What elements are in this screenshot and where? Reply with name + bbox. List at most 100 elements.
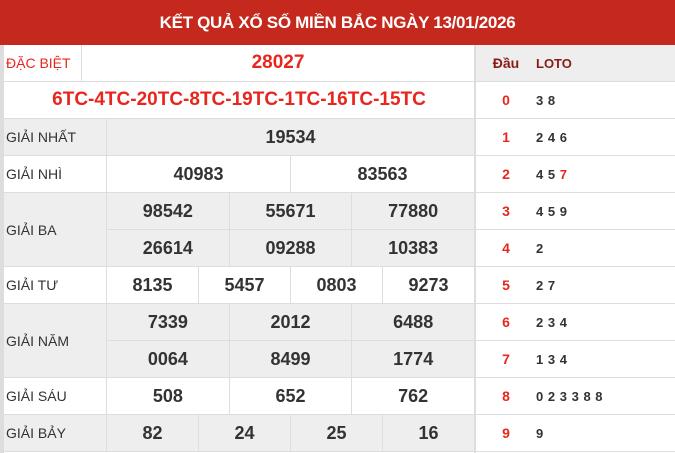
loto-row: 1 2 4 6 — [476, 119, 675, 156]
loto-tail: 2 — [536, 129, 544, 145]
loto-tail: 4 — [547, 129, 556, 145]
special-codes-row: 6TC-4TC-20TC-8TC-19TC-1TC-16TC-15TC — [4, 82, 474, 119]
loto-tails: 2 7 — [536, 278, 555, 293]
page-title: KẾT QUẢ XỔ SỐ MIỀN BẮC NGÀY 13/01/2026 — [0, 0, 675, 45]
loto-tails: 2 3 4 — [536, 315, 567, 330]
loto-row: 3 4 5 9 — [476, 193, 675, 230]
loto-tail: 2 — [536, 277, 544, 293]
prize-number: 09288 — [230, 230, 353, 266]
prize-number: 652 — [230, 378, 353, 414]
prize-row: GIẢI NĂM 7339 2012 6488 0064 8499 1774 — [4, 304, 474, 378]
special-prize-label: ĐẶC BIỆT — [4, 45, 82, 81]
loto-tail: 3 — [571, 388, 579, 404]
prize-number: 24 — [199, 415, 291, 451]
special-prize-value: 28027 — [251, 52, 305, 73]
prize-number: 9273 — [408, 274, 449, 295]
loto-tail: 8 — [583, 388, 591, 404]
loto-tails: 9 — [536, 426, 543, 441]
dau-digit: 7 — [502, 351, 510, 367]
dau-digit: 1 — [502, 129, 510, 145]
prize-number: 8135 — [107, 267, 199, 303]
loto-tail: 4 — [536, 166, 544, 182]
loto-tail: 7 — [547, 277, 556, 293]
prize-number: 82 — [107, 415, 199, 451]
prize-row: GIẢI SÁU 508 652 762 — [4, 378, 474, 415]
loto-tail: 8 — [547, 92, 556, 108]
prize-label: GIẢI SÁU — [4, 378, 107, 414]
loto-tails: 1 3 4 — [536, 352, 567, 367]
loto-tail: 9 — [559, 203, 567, 219]
loto-tail: 8 — [595, 388, 603, 404]
loto-tail: 1 — [536, 351, 544, 367]
prize-label: GIẢI NHẤT — [4, 119, 107, 155]
loto-tail: 3 — [547, 314, 556, 330]
loto-row: 0 3 8 — [476, 82, 675, 119]
prize-number: 2012 — [230, 304, 353, 340]
prize-label: GIẢI NHÌ — [4, 156, 107, 192]
prize-number: 25 — [291, 415, 383, 451]
dau-digit: 6 — [502, 314, 510, 330]
prize-number: 40983 — [107, 156, 291, 192]
special-codes: 6TC-4TC-20TC-8TC-19TC-1TC-16TC-15TC — [52, 89, 426, 110]
loto-tails: 2 4 6 — [536, 130, 567, 145]
loto-row: 5 2 7 — [476, 267, 675, 304]
loto-tails: 4 5 7 — [536, 167, 567, 182]
dau-digit: 9 — [502, 425, 510, 441]
prize-row: GIẢI NHẤT 19534 — [4, 119, 474, 156]
loto-tails: 3 8 — [536, 93, 555, 108]
loto-tails: 2 — [536, 241, 543, 256]
dau-digit: 8 — [502, 388, 510, 404]
loto-tail: 3 — [547, 351, 556, 367]
loto-tail: 3 — [559, 388, 567, 404]
loto-tail: 2 — [536, 240, 544, 256]
dau-header: Đầu — [492, 55, 520, 71]
prize-number: 26614 — [107, 230, 230, 266]
prize-number: 1774 — [393, 348, 434, 369]
loto-header: Đầu LOTO — [476, 45, 675, 82]
loto-tails: 4 5 9 — [536, 204, 567, 219]
dau-digit: 3 — [502, 203, 510, 219]
loto-tail: 4 — [559, 351, 567, 367]
prize-number: 5457 — [199, 267, 291, 303]
loto-tail: 5 — [547, 166, 556, 182]
dau-digit: 5 — [502, 277, 510, 293]
loto-row: 6 2 3 4 — [476, 304, 675, 341]
prize-label: GIẢI BẢY — [4, 415, 107, 451]
loto-tail: 9 — [536, 425, 544, 441]
prize-number: 0064 — [107, 341, 230, 377]
prize-number: 6488 — [393, 311, 434, 332]
prize-number: 0803 — [291, 267, 383, 303]
prize-number: 83563 — [357, 163, 408, 184]
prize-number: 16 — [418, 422, 439, 443]
special-prize-row: ĐẶC BIỆT 28027 — [4, 45, 474, 82]
prize-row: GIẢI BẢY 82 24 25 16 — [4, 415, 474, 452]
prize-number: 8499 — [230, 341, 353, 377]
prize-row: GIẢI TƯ 8135 5457 0803 9273 — [4, 267, 474, 304]
loto-tail: 7 — [559, 166, 567, 182]
prize-label: GIẢI NĂM — [4, 304, 107, 377]
prize-row: GIẢI NHÌ 40983 83563 — [4, 156, 474, 193]
prize-row: GIẢI BA 98542 55671 77880 26614 09288 10383 — [4, 193, 474, 267]
loto-row: 7 1 3 4 — [476, 341, 675, 378]
loto-row: 2 4 5 7 — [476, 156, 675, 193]
prize-number: 762 — [398, 385, 429, 406]
loto-tail: 2 — [536, 314, 544, 330]
dau-digit: 4 — [502, 240, 510, 256]
loto-header-label: LOTO — [536, 55, 572, 71]
loto-tail: 5 — [547, 203, 556, 219]
prize-label: GIẢI TƯ — [4, 267, 107, 303]
loto-tail: 2 — [547, 388, 556, 404]
results-table: ĐẶC BIỆT 28027 6TC-4TC-20TC-8TC-19TC-1TC… — [4, 45, 474, 453]
loto-row: 8 0 2 3 3 8 8 — [476, 378, 675, 415]
loto-tail: 3 — [536, 92, 544, 108]
prize-number: 7339 — [107, 304, 230, 340]
loto-tail: 0 — [536, 388, 544, 404]
prize-number: 98542 — [107, 193, 230, 229]
loto-tail: 6 — [559, 129, 567, 145]
prize-label: GIẢI BA — [4, 193, 107, 266]
prize-number: 55671 — [230, 193, 353, 229]
loto-tail: 4 — [559, 314, 567, 330]
